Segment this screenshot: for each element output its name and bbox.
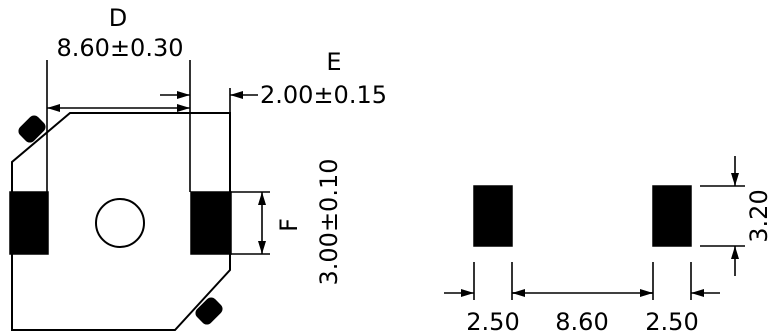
corner-tab-bottom-right <box>195 297 223 325</box>
dimension-e-label: E <box>326 48 341 76</box>
dimension-f-label: F <box>275 218 303 232</box>
right-terminal <box>190 191 232 255</box>
land-pattern-view: 2.50 8.60 2.50 3.20 <box>444 156 773 335</box>
pad-width-left-value: 2.50 <box>466 308 519 335</box>
pad-width-right-value: 2.50 <box>645 308 698 335</box>
pad-height-value: 3.20 <box>745 189 773 242</box>
dimension-e-value: 2.00±0.15 <box>260 81 387 109</box>
dimension-f-value: 3.00±0.10 <box>315 159 343 286</box>
dimension-d-label: D <box>109 4 127 32</box>
dimension-d-value: 8.60±0.30 <box>57 34 184 62</box>
corner-tab-top-left <box>18 115 46 143</box>
pad-spacing-value: 8.60 <box>555 308 608 335</box>
component-top-view: D 8.60±0.30 E 2.00±0.15 F 3.00±0.10 <box>9 4 387 331</box>
land-pad-right <box>652 185 692 247</box>
land-pad-left <box>473 185 513 247</box>
left-terminal <box>9 191 49 255</box>
sound-port-circle <box>95 198 145 248</box>
